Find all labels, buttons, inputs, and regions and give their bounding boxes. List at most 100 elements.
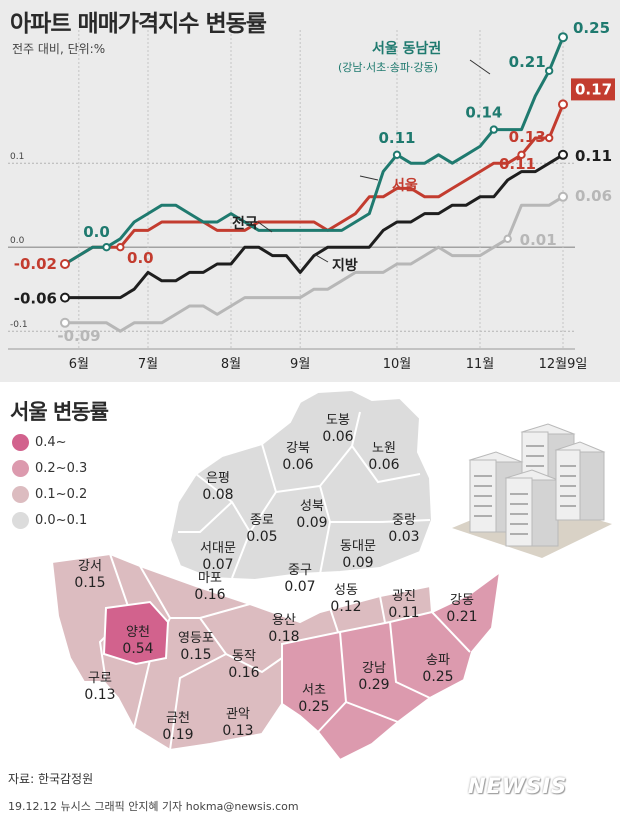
series-label: 서울 동남권 xyxy=(372,40,441,57)
district-label: 성북 0.09 xyxy=(280,498,344,532)
district-label: 강동 0.21 xyxy=(430,592,494,626)
y-tick-label: 0.1 xyxy=(10,152,24,162)
series-line-0 xyxy=(64,36,565,266)
district-name: 동대문 xyxy=(340,539,376,554)
data-label: -0.06 xyxy=(14,290,57,308)
district-name: 은평 xyxy=(206,471,230,486)
legend-item: 0.0~0.1 xyxy=(12,512,87,530)
district-name: 마포 xyxy=(198,571,222,586)
district-value: 0.07 xyxy=(202,557,234,573)
series-label: 서울 xyxy=(392,177,418,194)
legend-label: 0.4~ xyxy=(35,435,67,450)
district-label: 서대문 0.07 xyxy=(186,540,250,574)
district-label: 성동 0.12 xyxy=(314,582,378,616)
data-point-marker xyxy=(558,191,568,202)
district-name: 영등포 xyxy=(178,631,214,646)
district-value: 0.54 xyxy=(122,641,154,657)
district-name: 광진 xyxy=(392,589,416,604)
data-point-marker xyxy=(392,150,402,160)
x-tick-label: 9월 xyxy=(290,357,310,372)
district-value: 0.21 xyxy=(446,609,478,625)
district-name: 도봉 xyxy=(326,413,350,428)
data-label: 0.01 xyxy=(520,231,557,249)
data-label: 0.14 xyxy=(465,104,502,122)
chart-title: 아파트 매매가격지수 변동률 xyxy=(10,11,267,37)
data-point-marker xyxy=(60,259,70,269)
data-label: 0.11 xyxy=(378,129,415,147)
district-value: 0.05 xyxy=(246,529,278,545)
legend-item: 0.1~0.2 xyxy=(12,486,87,504)
value-label-box xyxy=(571,78,615,101)
x-tick-label: 6월 xyxy=(69,357,89,372)
data-label: -0.02 xyxy=(14,255,57,273)
district-name: 강동 xyxy=(450,593,474,608)
chart-subtitle: 전주 대비, 단위:% xyxy=(12,42,106,56)
legend-swatch xyxy=(12,512,29,529)
source-note: 자료: 한국감정원 xyxy=(8,772,94,786)
district-label: 동작 0.16 xyxy=(212,648,276,682)
district-name: 강북 xyxy=(286,441,310,456)
district-name: 양천 xyxy=(126,625,150,640)
line-chart: 0.1 0.0 -0.1 6월 7월 8월 9월 10월 11월 12월9일 0.0 0.11 0.14… xyxy=(8,19,615,372)
district-value: 0.13 xyxy=(222,723,254,739)
callout-line xyxy=(313,253,329,263)
district-label: 도봉 0.06 xyxy=(306,412,370,446)
district-value: 0.15 xyxy=(74,575,106,591)
data-label: 0.25 xyxy=(573,19,610,37)
district-name: 성북 xyxy=(300,499,324,514)
district-value: 0.06 xyxy=(322,429,354,445)
x-tick-label: 7월 xyxy=(138,357,158,372)
district-name: 강서 xyxy=(78,559,102,574)
data-point-marker xyxy=(558,32,568,43)
district-name: 금천 xyxy=(166,711,190,726)
district-label: 송파 0.25 xyxy=(406,652,470,686)
y-tick-label: -0.1 xyxy=(10,320,28,330)
legend-item: 0.2~0.3 xyxy=(12,460,87,478)
data-point-marker xyxy=(544,66,554,76)
district-value: 0.29 xyxy=(358,677,390,693)
data-point-marker xyxy=(60,292,70,303)
data-point-marker xyxy=(489,125,499,134)
data-point-marker xyxy=(503,234,512,244)
series-label: 지방 xyxy=(332,257,358,274)
district-label: 서초 0.25 xyxy=(282,682,346,716)
district-name: 관악 xyxy=(226,707,250,722)
series-label: 전국 xyxy=(232,215,258,232)
data-point-marker xyxy=(102,243,111,252)
district-label: 양천 0.54 xyxy=(106,624,170,658)
legend-label: 0.2~0.3 xyxy=(35,461,88,476)
district-name: 동작 xyxy=(232,649,256,664)
series-line-2 xyxy=(65,153,564,300)
data-label: 0.0 xyxy=(83,223,110,241)
series-sublabel: (강남·서초·송파·강동) xyxy=(338,61,438,74)
district-value: 0.07 xyxy=(284,579,316,595)
district-name: 서대문 xyxy=(200,541,236,556)
callout-line xyxy=(469,59,491,75)
data-point-marker xyxy=(558,149,568,160)
data-label: 0.17 xyxy=(575,80,612,98)
district-value: 0.25 xyxy=(298,699,330,715)
district-label: 강서 0.15 xyxy=(58,558,122,592)
legend-swatch xyxy=(12,434,29,451)
district-label: 관악 0.13 xyxy=(206,706,270,740)
district-value: 0.13 xyxy=(84,687,116,703)
district-name: 구로 xyxy=(88,671,112,686)
data-label: 0.11 xyxy=(575,147,612,165)
district-value: 0.12 xyxy=(330,599,362,615)
district-label: 중랑 0.03 xyxy=(372,512,436,546)
district-name: 중구 xyxy=(288,563,312,578)
newsis-logo: NEWSIS xyxy=(468,774,568,798)
map-title: 서울 변동률 xyxy=(10,400,109,424)
x-tick-label: 8월 xyxy=(221,357,241,372)
district-label: 노원 0.06 xyxy=(352,440,416,474)
map-region-north xyxy=(168,388,434,582)
callout-line xyxy=(359,175,379,181)
data-label: 0.0 xyxy=(127,249,154,267)
district-name: 중랑 xyxy=(392,513,416,528)
legend-label: 0.1~0.2 xyxy=(35,487,88,502)
x-tick-label: 11월 xyxy=(466,357,495,372)
data-point-marker xyxy=(558,99,568,110)
data-label: -0.09 xyxy=(57,327,100,345)
credit-line: 19.12.12 뉴시스 그래픽 안지혜 기자 hokma@newsis.com xyxy=(8,800,299,813)
district-label: 동대문 0.09 xyxy=(326,538,390,572)
